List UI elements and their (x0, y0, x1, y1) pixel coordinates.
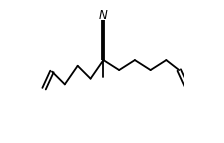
Text: N: N (99, 9, 108, 22)
